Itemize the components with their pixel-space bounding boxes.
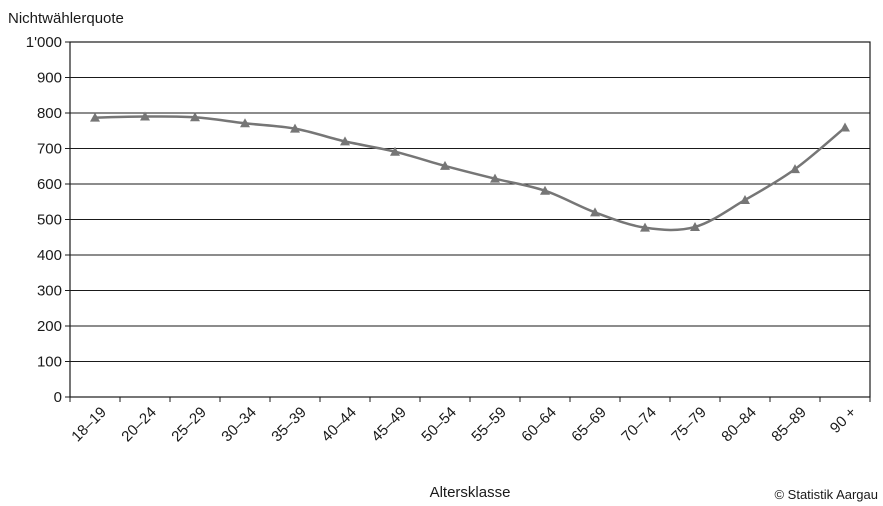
data-point-marker <box>440 160 450 170</box>
x-tick-label: 70–74 <box>618 404 660 446</box>
data-point-marker <box>140 111 150 121</box>
data-point-marker <box>340 136 350 146</box>
x-tick-label: 20–24 <box>118 404 160 446</box>
x-tick-label: 30–34 <box>218 404 260 446</box>
y-tick-labels: 0 100 200 300 400 500 600 700 800 900 1'000 <box>26 34 70 406</box>
x-tick-label: 50–54 <box>418 404 460 446</box>
x-tick-label: 25–29 <box>168 404 210 446</box>
y-tick-label: 0 <box>54 389 62 406</box>
data-point-marker <box>640 222 650 232</box>
x-tick-label: 40–44 <box>318 404 360 446</box>
x-tick-label: 80–84 <box>718 404 760 446</box>
y-axis-title: Nichtwählerquote <box>8 10 124 27</box>
x-tick-labels: 18–19 20–24 25–29 30–34 35–39 40–44 45–49 50–54… <box>68 397 871 446</box>
data-point-marker <box>540 185 550 195</box>
x-tick-label: 75–79 <box>668 404 710 446</box>
series-markers <box>90 111 850 232</box>
y-tick-label: 500 <box>37 212 62 229</box>
y-tick-label: 400 <box>37 247 62 264</box>
data-point-marker <box>390 146 400 156</box>
x-tick-label: 65–69 <box>568 404 610 446</box>
gridlines <box>70 77 870 362</box>
x-tick-label: 85–89 <box>768 404 810 446</box>
x-tick-label: 45–49 <box>368 404 410 446</box>
x-tick-label: 60–64 <box>518 404 560 446</box>
y-tick-label: 200 <box>37 318 62 335</box>
data-point-marker <box>690 221 700 231</box>
y-tick-label: 700 <box>37 141 62 158</box>
plot-frame <box>69 41 871 398</box>
y-tick-label: 100 <box>37 354 62 371</box>
data-point-marker <box>590 207 600 217</box>
data-point-marker <box>840 122 850 132</box>
y-tick-label: 1'000 <box>26 34 62 51</box>
y-tick-label: 600 <box>37 176 62 193</box>
data-point-marker <box>490 173 500 183</box>
copyright-credit: © Statistik Aargau <box>774 487 878 502</box>
x-tick-label: 18–19 <box>68 404 110 446</box>
x-tick-label: 35–39 <box>268 404 310 446</box>
data-point-marker <box>240 118 250 128</box>
data-point-marker <box>290 123 300 133</box>
x-tick-label: 55–59 <box>468 404 510 446</box>
data-point-marker <box>90 112 100 122</box>
data-point-marker <box>790 164 800 174</box>
y-tick-label: 900 <box>37 70 62 87</box>
y-tick-label: 800 <box>37 105 62 122</box>
y-tick-label: 300 <box>37 283 62 300</box>
data-point-marker <box>740 194 750 204</box>
x-tick-label: 90 + <box>827 404 860 437</box>
x-axis-title: Altersklasse <box>430 484 511 501</box>
series-line <box>94 115 846 232</box>
data-point-marker <box>190 112 200 122</box>
